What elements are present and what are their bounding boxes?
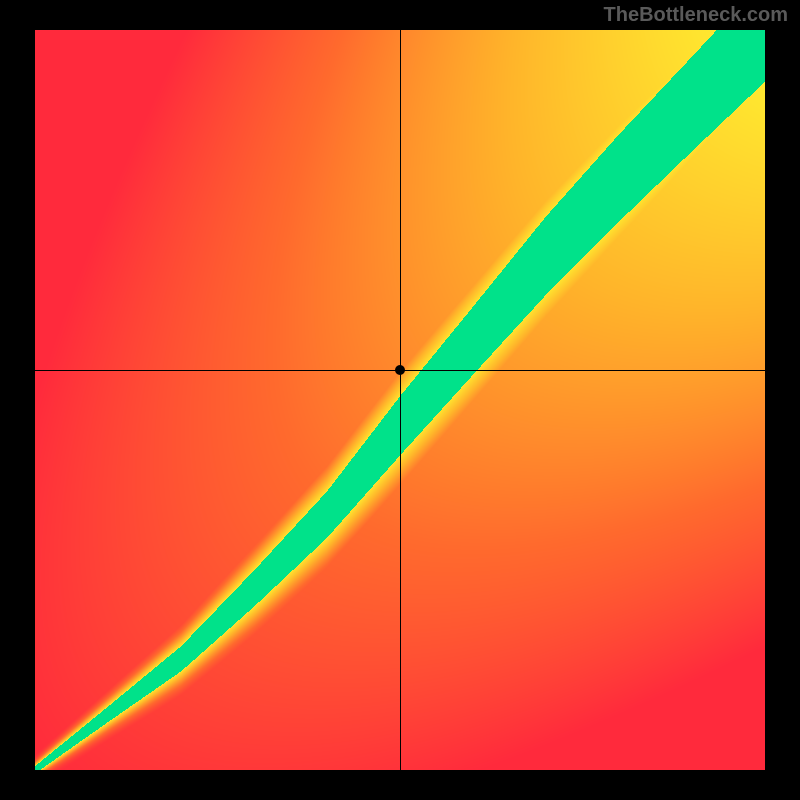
plot-container [35,30,765,770]
crosshair-marker [395,365,405,375]
crosshair-vertical [400,30,401,770]
watermark-text: TheBottleneck.com [604,4,788,27]
